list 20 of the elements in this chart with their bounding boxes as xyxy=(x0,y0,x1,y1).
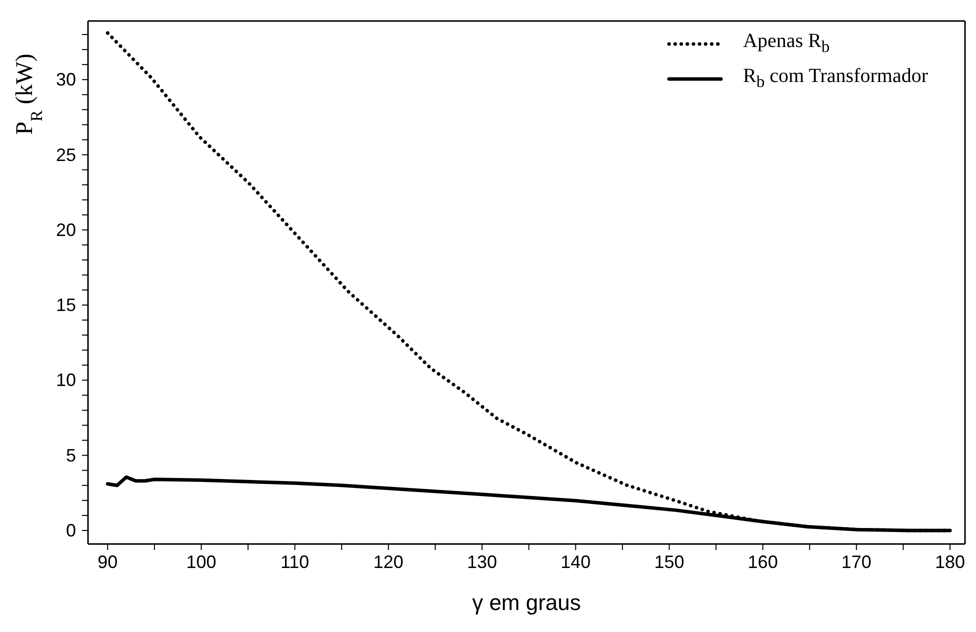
x-tick-label: 90 xyxy=(98,552,118,572)
legend-label: Apenas R$_{b}$ xyxy=(743,30,830,57)
y-tick-label: 20 xyxy=(56,220,76,240)
x-tick-label: 170 xyxy=(841,552,872,572)
y-tick-label: 10 xyxy=(56,370,76,390)
x-tick-label: 120 xyxy=(373,552,404,572)
y-tick-label: 0 xyxy=(66,520,76,540)
x-axis-title: γ em graus xyxy=(472,590,581,615)
x-tick-label: 100 xyxy=(186,552,216,572)
y-tick-label: 5 xyxy=(66,445,76,466)
y-tick-label: 30 xyxy=(56,70,76,90)
x-tick-label: 180 xyxy=(935,552,966,572)
y-tick-label: 15 xyxy=(56,295,76,316)
x-tick-label: 130 xyxy=(467,552,498,572)
x-tick-label: 140 xyxy=(560,552,591,572)
y-tick-label: 25 xyxy=(56,144,76,165)
x-tick-label: 150 xyxy=(654,552,684,572)
x-tick-label: 110 xyxy=(280,552,310,572)
x-tick-label: 160 xyxy=(748,552,778,572)
legend-label: R$_{b}$ com Transformador xyxy=(743,65,928,92)
